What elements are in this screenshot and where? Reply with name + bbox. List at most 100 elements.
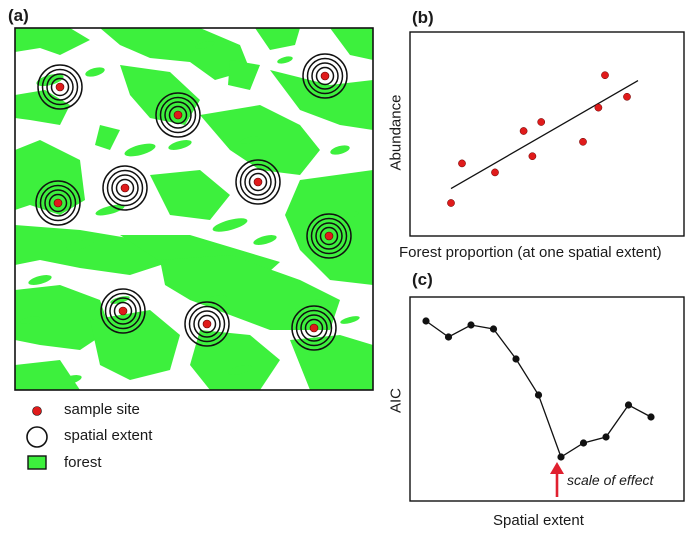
- forest-patch: [15, 140, 85, 215]
- trend-line: [450, 80, 639, 190]
- spatial-extent-ring: [315, 222, 343, 250]
- sample-site-group: [102, 165, 148, 211]
- spatial-extent-ring: [304, 318, 324, 338]
- forest-fragment: [277, 56, 293, 64]
- forest-patch: [95, 125, 120, 150]
- forest-fragment: [341, 211, 359, 219]
- sample-site-point: [118, 306, 128, 316]
- spatial-extent-ring: [184, 301, 230, 347]
- aic-point: [512, 355, 520, 363]
- spatial-extent-ring: [302, 53, 348, 99]
- scatter-point: [537, 118, 546, 126]
- forest-patch: [270, 70, 373, 130]
- panel-b-plot: [447, 71, 639, 207]
- spatial-extent-ring: [244, 168, 272, 196]
- forest-patch: [150, 170, 230, 220]
- aic-point: [489, 325, 498, 333]
- forest-fragment: [295, 299, 325, 311]
- sample-site-group: [184, 301, 230, 347]
- scatter-point: [579, 137, 587, 146]
- forest-fragment: [212, 218, 248, 232]
- spatial-extent-ring: [235, 159, 281, 205]
- panel-c-xlabel: Spatial extent: [493, 512, 584, 529]
- spatial-extent-ring: [35, 180, 81, 226]
- sample-site-group: [155, 92, 201, 138]
- spatial-extent-ring: [310, 217, 348, 255]
- sample-site-group: [291, 305, 337, 351]
- arrow-head: [550, 462, 564, 474]
- forest-fragment: [58, 375, 82, 385]
- legend-forest-symbol: [27, 455, 47, 470]
- forest-fragment: [28, 275, 52, 285]
- spatial-extent-ring: [295, 309, 333, 347]
- sample-site-group: [35, 180, 81, 226]
- forest-fragment: [85, 67, 105, 77]
- scatter-point: [447, 199, 455, 207]
- forest-fragment: [330, 145, 350, 155]
- forest-patches: [15, 28, 373, 390]
- forest-patch: [15, 225, 170, 275]
- forest-fragment: [195, 41, 215, 49]
- forest-patch: [90, 310, 180, 380]
- map-frame: [14, 27, 374, 391]
- sample-site-point: [55, 82, 65, 92]
- sample-site-point: [253, 177, 263, 187]
- spatial-extent-ring: [113, 301, 133, 321]
- aic-point: [602, 433, 610, 441]
- forest-patch: [255, 28, 300, 50]
- legend-sample-site: sample site: [64, 401, 140, 418]
- scatter-point: [458, 159, 466, 168]
- spatial-extent-ring: [168, 105, 188, 125]
- spatial-extent-ring: [102, 165, 148, 211]
- spatial-extent-ring: [300, 314, 328, 342]
- forest-patch: [200, 105, 320, 175]
- legend-site-symbol: [32, 406, 42, 416]
- spatial-extent-ring: [46, 73, 74, 101]
- aic-point: [579, 439, 588, 447]
- panel-c-label: (c): [412, 270, 433, 289]
- spatial-extent-ring: [41, 68, 79, 106]
- spatial-extent-ring: [44, 189, 72, 217]
- forest-fragment: [95, 204, 125, 216]
- sample-site-group: [306, 213, 352, 259]
- forest-patch: [290, 335, 373, 390]
- legend-forest: forest: [64, 454, 102, 471]
- spatial-extent-ring: [306, 57, 344, 95]
- panel-a-label: (a): [8, 6, 29, 25]
- spatial-extent-ring: [239, 163, 277, 201]
- panel-c-plot: [422, 317, 655, 461]
- sample-site-group: [37, 64, 83, 110]
- scatter-point: [601, 71, 609, 80]
- scatter-point: [528, 152, 537, 161]
- aic-point: [624, 401, 633, 409]
- legend-spatial-extent: spatial extent: [64, 427, 153, 444]
- aic-line: [425, 320, 652, 458]
- aic-point: [422, 317, 430, 325]
- spatial-extent-ring: [193, 310, 221, 338]
- spatial-extent-ring: [311, 62, 339, 90]
- spatial-extent-ring: [37, 64, 83, 110]
- forest-patch: [15, 28, 90, 55]
- spatial-extent-ring: [48, 193, 68, 213]
- scatter-point: [594, 103, 603, 112]
- spatial-extent-ring: [111, 174, 139, 202]
- sample-site-group: [100, 288, 146, 334]
- spatial-extent-ring: [306, 213, 352, 259]
- panel-c-frame: [409, 296, 685, 502]
- spatial-extent-ring: [319, 226, 339, 246]
- sample-sites: [35, 53, 352, 351]
- aic-point: [647, 413, 655, 421]
- forest-fragment: [240, 136, 260, 144]
- forest-fragment: [20, 316, 40, 324]
- forest-patch: [228, 60, 260, 90]
- spatial-extent-ring: [155, 92, 201, 138]
- scatter-point: [491, 168, 499, 177]
- sample-site-point: [320, 71, 330, 81]
- panel-b-ylabel: Abundance: [387, 94, 405, 171]
- spatial-extent-ring: [104, 292, 142, 330]
- spatial-extent-ring: [164, 101, 192, 129]
- sample-site-point: [309, 323, 319, 333]
- aic-point: [534, 391, 543, 399]
- spatial-extent-ring: [106, 169, 144, 207]
- forest-patch: [160, 255, 340, 330]
